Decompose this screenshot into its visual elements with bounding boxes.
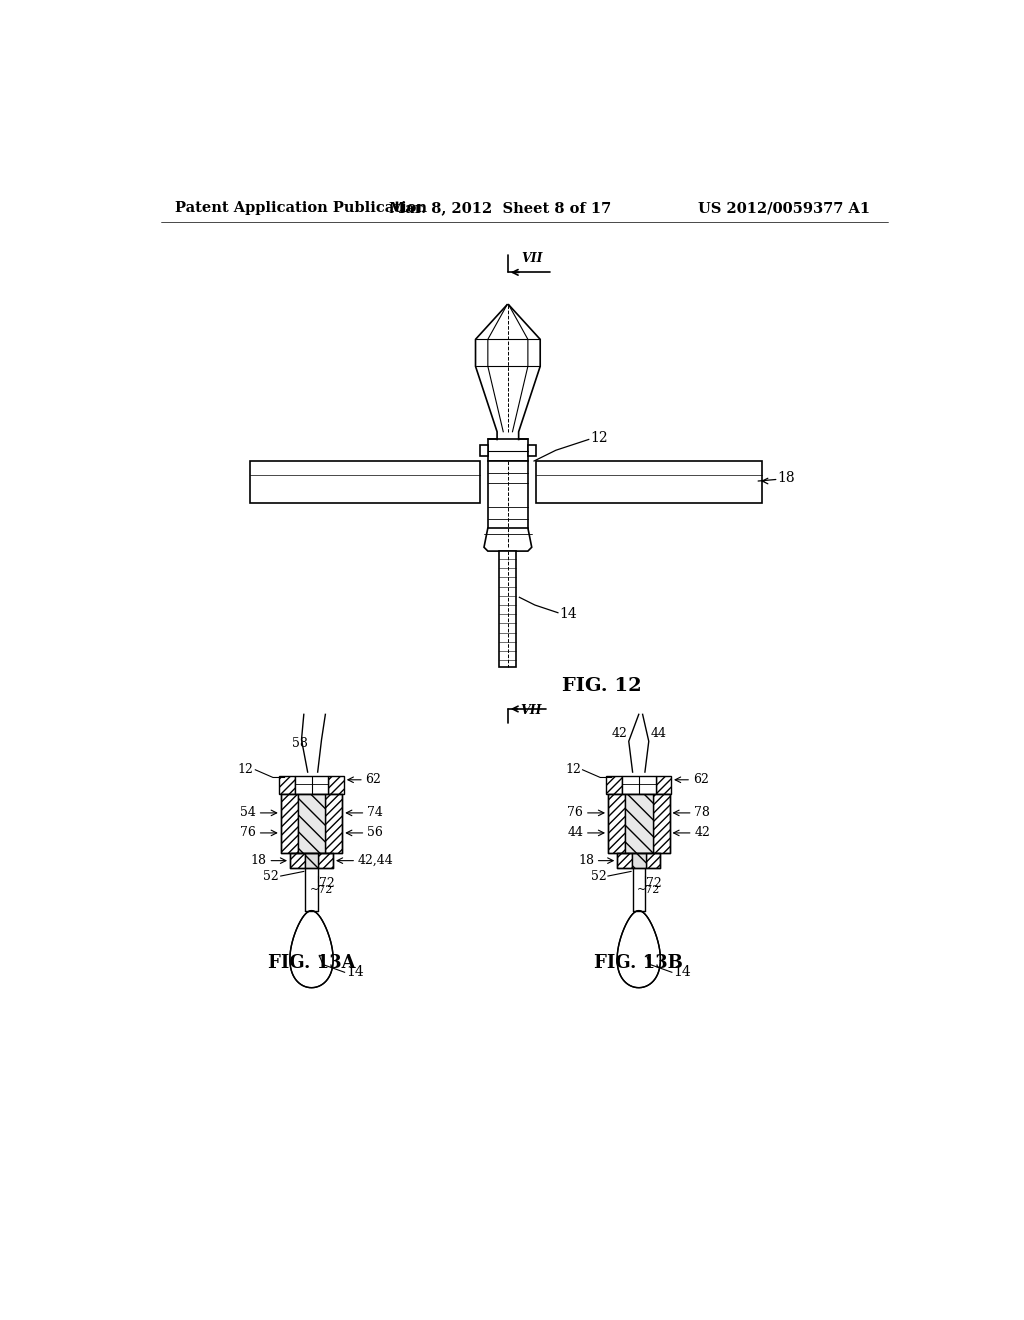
Text: 42,44: 42,44 [357,854,393,867]
Text: 14: 14 [559,607,578,622]
Text: VII: VII [521,252,543,264]
Bar [652,793,670,853]
Text: 18: 18 [579,854,594,867]
Text: 62: 62 [692,774,709,787]
Text: 12: 12 [565,763,581,776]
Bar [304,853,318,869]
Text: 42: 42 [694,826,710,840]
Bar [536,461,762,503]
Polygon shape [617,911,660,987]
Text: 52: 52 [263,870,280,883]
Text: 62: 62 [366,774,381,787]
Text: 12: 12 [238,763,254,776]
Bar [655,776,671,793]
Text: 42: 42 [611,727,628,741]
Bar [298,793,326,853]
Bar [606,776,622,793]
Polygon shape [290,911,333,987]
Bar [487,461,528,548]
Polygon shape [484,528,531,552]
Bar [295,776,329,793]
Text: ~72: ~72 [637,884,660,895]
Bar [646,853,660,869]
Text: 18: 18 [777,471,795,484]
Bar [608,793,625,853]
Text: 56: 56 [367,826,383,840]
Bar [290,853,304,869]
Bar [625,793,652,853]
Text: 44: 44 [567,826,584,840]
Text: 12: 12 [590,430,608,445]
Bar [632,853,646,869]
Text: Mar. 8, 2012  Sheet 8 of 17: Mar. 8, 2012 Sheet 8 of 17 [389,202,611,215]
Text: 74: 74 [367,807,383,820]
Text: FIG. 13B: FIG. 13B [594,954,683,972]
Bar [500,552,516,667]
Text: 78: 78 [694,807,710,820]
Text: 72: 72 [319,878,335,890]
Text: 18: 18 [251,854,267,867]
Bar [318,853,333,869]
Bar [326,793,342,853]
Text: US 2012/0059377 A1: US 2012/0059377 A1 [697,202,869,215]
Bar [622,776,655,793]
Text: 76: 76 [567,807,584,820]
Text: ~72: ~72 [310,884,334,895]
Text: 52: 52 [591,870,606,883]
Bar [487,440,528,461]
Text: 72: 72 [646,878,663,890]
Text: FIG. 12: FIG. 12 [562,677,641,694]
Text: 76: 76 [241,826,256,840]
Bar [617,853,632,869]
Bar [528,445,536,455]
Text: 14: 14 [674,965,691,979]
Bar [480,445,487,455]
Bar [281,793,298,853]
Text: VII: VII [520,704,542,717]
Bar [250,461,480,503]
Text: 14: 14 [346,965,364,979]
Text: Patent Application Publication: Patent Application Publication [175,202,427,215]
Text: 44: 44 [650,727,667,741]
Bar [280,776,295,793]
Text: 54: 54 [241,807,256,820]
Text: FIG. 13A: FIG. 13A [267,954,355,972]
Text: 58: 58 [292,737,307,750]
Bar [329,776,344,793]
